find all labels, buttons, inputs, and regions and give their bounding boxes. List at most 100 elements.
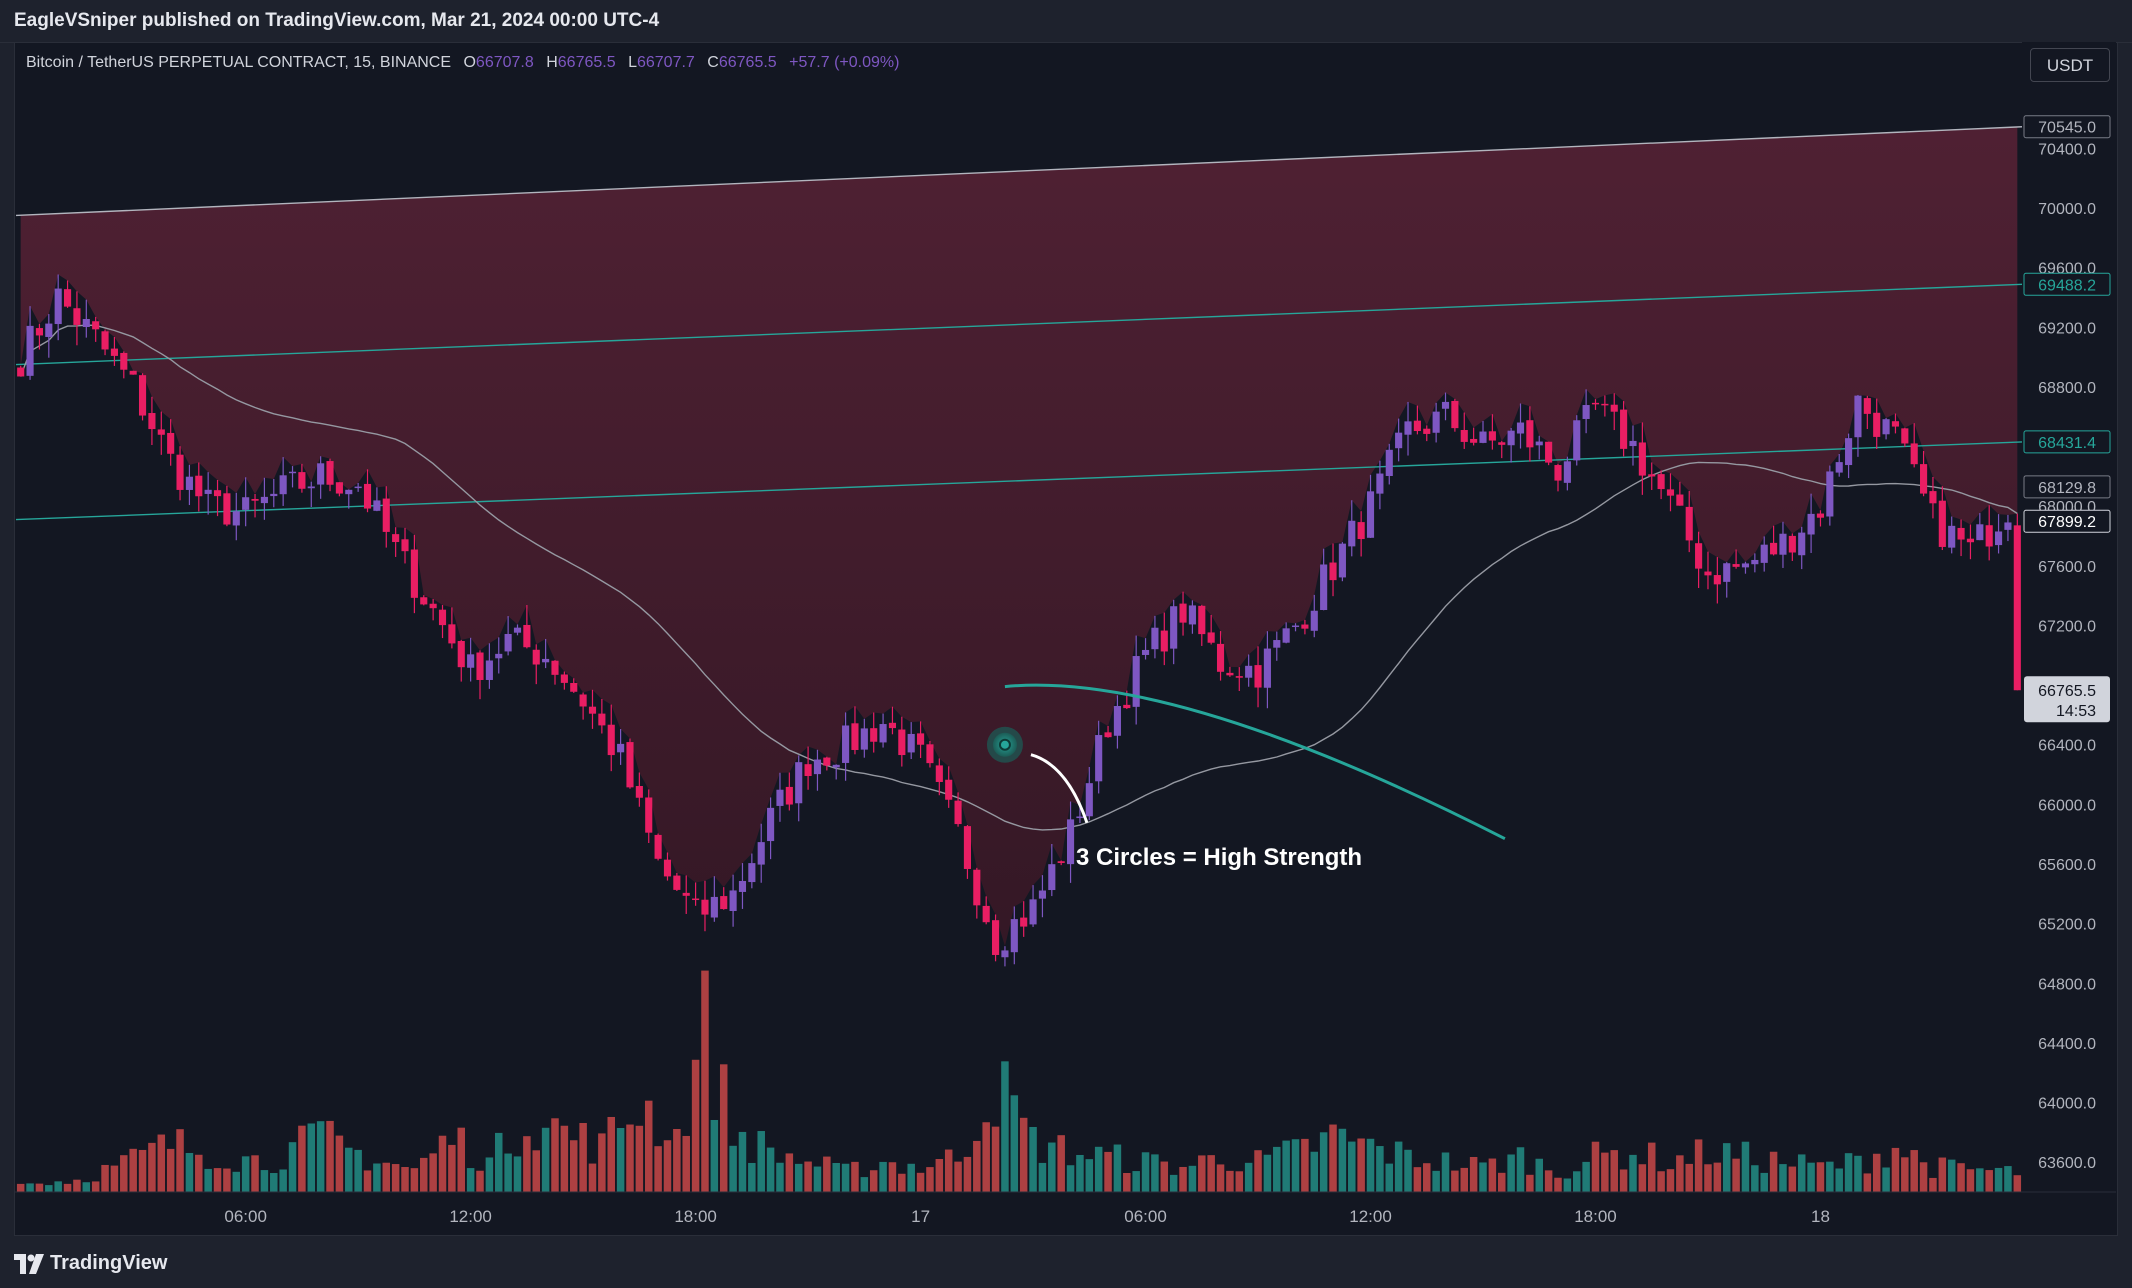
volume-bar <box>1301 1138 1309 1192</box>
volume-bar <box>794 1163 803 1192</box>
candle-body <box>973 869 981 906</box>
footer-bar: TradingView <box>0 1238 2132 1288</box>
volume-bar <box>1498 1172 1506 1192</box>
volume-bar <box>1394 1141 1403 1192</box>
volume-bar <box>1694 1139 1703 1192</box>
annotation-label: 3 Circles = High Strength <box>1076 844 1363 871</box>
volume-bar <box>251 1155 259 1192</box>
volume-bar <box>1076 1154 1084 1192</box>
volume-bar <box>551 1118 559 1192</box>
tradingview-logo-icon[interactable] <box>14 1254 46 1274</box>
volume-bar <box>1882 1167 1890 1192</box>
candle-body <box>1263 648 1271 688</box>
symbol-title[interactable]: Bitcoin / TetherUS PERPETUAL CONTRACT, 1… <box>26 54 452 71</box>
candle-body <box>692 898 700 901</box>
candle-body <box>654 834 662 859</box>
candle-body <box>1554 465 1562 481</box>
candle-body <box>776 789 784 806</box>
candle-body <box>1976 524 1984 541</box>
candle-body <box>410 549 418 598</box>
candle-body <box>982 905 990 923</box>
volume-bar <box>1291 1139 1300 1192</box>
volume-bar <box>1366 1138 1375 1192</box>
volume-bar <box>926 1167 934 1192</box>
volume-bar <box>1460 1167 1469 1192</box>
currency-button[interactable]: USDT <box>2030 48 2110 82</box>
volume-bar <box>1010 1095 1019 1192</box>
volume-bar <box>813 1166 822 1192</box>
volume-bar <box>307 1123 316 1192</box>
close-value: 66765.5 <box>718 54 777 71</box>
volume-bar <box>1647 1142 1656 1192</box>
candle-body <box>579 694 587 707</box>
price-axis-bg <box>2022 42 2116 1192</box>
volume-bar <box>1057 1135 1065 1192</box>
candle-body <box>101 331 109 350</box>
volume-bar <box>335 1135 344 1192</box>
volume-bar <box>82 1182 91 1192</box>
volume-bar <box>804 1161 812 1192</box>
time-axis[interactable]: 06:00 12:00 18:00 17 06:00 12:00 18:00 18 <box>14 1191 2116 1226</box>
candle-body <box>73 308 81 325</box>
candle-body <box>185 476 193 490</box>
candle-body <box>645 797 653 833</box>
volume-bar <box>288 1142 297 1192</box>
candle-body <box>701 899 709 915</box>
candle-body <box>832 764 840 768</box>
volume-bar <box>588 1163 597 1192</box>
candle-body <box>1376 473 1384 494</box>
candle-body <box>157 429 165 435</box>
volume-bar <box>1207 1155 1215 1192</box>
volume-bar <box>16 1183 25 1192</box>
volume-bar <box>1910 1150 1918 1192</box>
tradingview-brand[interactable]: TradingView <box>50 1252 168 1274</box>
volume-bar <box>944 1149 953 1192</box>
volume-bar <box>1966 1169 1975 1192</box>
channel-lines <box>15 126 2023 521</box>
volume-bar <box>195 1154 203 1192</box>
candle-body <box>870 728 878 742</box>
volume-bar <box>1554 1177 1562 1192</box>
volume-bar <box>1141 1152 1150 1192</box>
candle-body <box>401 539 409 552</box>
candle-body <box>1620 409 1628 449</box>
candle-body <box>1863 398 1871 414</box>
candle-body <box>1591 402 1600 405</box>
price-axis[interactable]: 70400.070000.069600.069200.068800.068400… <box>2022 42 2116 1192</box>
candle-body <box>1245 665 1253 678</box>
candle-body <box>1066 819 1075 865</box>
candle-body <box>1657 474 1665 490</box>
candle-body <box>35 328 43 336</box>
volume-bar <box>1601 1152 1609 1192</box>
volume-bar <box>860 1177 869 1192</box>
symbol-legend[interactable]: Bitcoin / TetherUS PERPETUAL CONTRACT, 1… <box>26 54 899 72</box>
candle-body <box>570 683 578 692</box>
volume-bar <box>1788 1166 1797 1192</box>
gray-moving-average <box>20 324 2018 831</box>
candle-body <box>1488 431 1496 441</box>
candle-body <box>954 800 962 825</box>
volume-bar <box>1779 1164 1787 1192</box>
volume-bar <box>148 1142 156 1192</box>
volume-bar <box>1685 1163 1693 1192</box>
volume-bar <box>663 1140 672 1192</box>
volume-bar <box>616 1128 625 1192</box>
candle-body <box>1320 564 1328 610</box>
candle-body <box>429 603 437 609</box>
candle-body <box>804 764 812 777</box>
candle-body <box>1582 405 1590 419</box>
candle-body <box>363 483 372 509</box>
candle-body <box>270 493 278 497</box>
bar-countdown-text: 14:53 <box>2056 703 2096 720</box>
candle-body <box>1085 783 1093 817</box>
candle-body <box>813 759 822 775</box>
candle-body <box>879 724 887 743</box>
price-label-box <box>2023 430 2111 454</box>
candle-body <box>1170 606 1178 649</box>
volume-bar <box>898 1173 906 1192</box>
volume-bar <box>1572 1171 1581 1192</box>
volume-bar <box>1976 1168 1984 1192</box>
candle-body <box>1366 491 1375 538</box>
volume-bar <box>1413 1167 1422 1192</box>
